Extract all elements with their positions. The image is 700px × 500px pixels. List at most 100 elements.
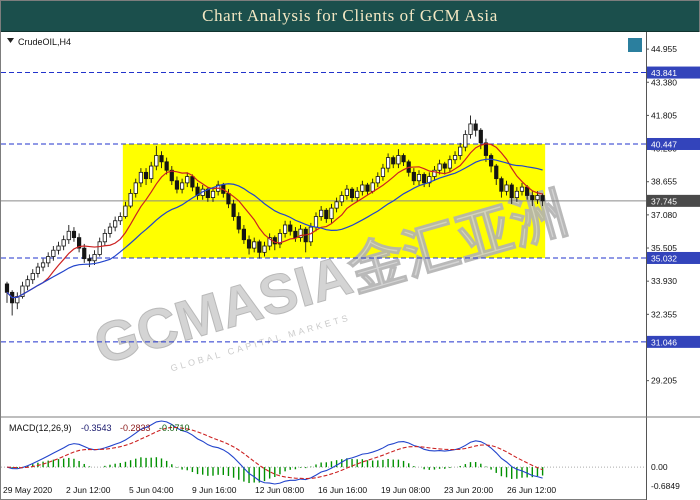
candle-body <box>340 196 343 202</box>
candle-body <box>98 242 101 255</box>
candle-body <box>283 225 286 233</box>
candle-body <box>289 225 292 231</box>
candle-body <box>247 240 250 248</box>
candle-body <box>381 168 384 176</box>
candle-body <box>525 187 528 195</box>
candle-body <box>484 143 487 156</box>
candle-body <box>119 217 122 221</box>
candle-body <box>402 156 405 162</box>
candle-body <box>361 185 364 191</box>
candle-body <box>520 187 523 191</box>
candle-body <box>350 189 353 197</box>
candle-body <box>180 183 183 189</box>
candle-body <box>412 172 415 180</box>
candle-body <box>52 250 55 256</box>
time-label: 29 May 2020 <box>3 485 52 495</box>
macd-value-signal: -0.2833 <box>120 423 151 433</box>
candle-body <box>345 189 348 195</box>
candle-body <box>67 231 70 239</box>
macd-label: MACD(12,26,9) <box>9 423 72 433</box>
candle-body <box>294 231 297 237</box>
candle-body <box>459 147 462 155</box>
price-tick-label: 35.505 <box>651 243 677 253</box>
candle-body <box>474 124 477 130</box>
candle-body <box>175 181 178 189</box>
candle-body <box>26 280 29 286</box>
candle-body <box>510 185 513 198</box>
symbol-collapse-icon[interactable] <box>7 38 14 43</box>
price-badge-label: 35.032 <box>651 253 677 263</box>
candle-body <box>144 172 147 178</box>
candle-body <box>330 208 333 219</box>
price-badge-label: 43.841 <box>651 68 677 78</box>
candle-body <box>253 242 256 248</box>
candle-body <box>31 273 34 279</box>
macd-scale-zero: 0.00 <box>651 462 668 472</box>
candle-body <box>88 259 91 261</box>
corner-logo-square <box>628 38 642 52</box>
candle-body <box>356 191 359 197</box>
candle-body <box>376 177 379 183</box>
time-axis[interactable]: 29 May 20202 Jun 12:005 Jun 04:009 Jun 1… <box>3 485 556 495</box>
candle-body <box>464 134 467 147</box>
candle-body <box>453 156 456 160</box>
time-label: 5 Jun 04:00 <box>129 485 174 495</box>
candle-body <box>479 130 482 143</box>
candle-body <box>263 246 266 252</box>
candle-body <box>258 242 261 253</box>
chart-window: Chart Analysis for Clients of GCM Asia G… <box>0 0 700 500</box>
price-badge-label: 40.447 <box>651 139 677 149</box>
candle-body <box>150 166 153 179</box>
time-label: 16 Jun 16:00 <box>318 485 367 495</box>
candle-body <box>314 217 317 228</box>
header-banner: Chart Analysis for Clients of GCM Asia <box>1 1 699 32</box>
candle-body <box>397 156 400 164</box>
time-label: 19 Jun 08:00 <box>381 485 430 495</box>
candle-body <box>371 183 374 191</box>
candle-body <box>36 267 39 273</box>
candle-body <box>160 156 163 162</box>
candle-body <box>103 233 106 241</box>
candle-body <box>386 158 389 169</box>
candle-body <box>417 174 420 180</box>
candle-body <box>505 185 508 191</box>
candle-body <box>237 217 240 230</box>
price-tick-label: 43.380 <box>651 77 677 87</box>
candle-body <box>129 193 132 206</box>
candle-body <box>242 229 245 240</box>
time-label: 23 Jun 20:00 <box>444 485 493 495</box>
candle-body <box>211 191 214 197</box>
symbol-label: CrudeOIL,H4 <box>18 37 71 47</box>
price-axis[interactable]: 44.95543.38041.80540.23038.65537.08035.5… <box>646 32 700 500</box>
candle-body <box>139 172 142 183</box>
candle-body <box>5 284 8 292</box>
time-label: 12 Jun 08:00 <box>255 485 304 495</box>
candle-body <box>325 210 328 218</box>
candle-body <box>500 179 503 192</box>
candle-body <box>541 196 544 201</box>
candle-body <box>443 164 446 168</box>
candle-body <box>93 254 96 260</box>
candle-body <box>495 166 498 179</box>
candle-body <box>232 204 235 217</box>
candle-body <box>319 210 322 216</box>
time-label: 26 Jun 12:00 <box>507 485 556 495</box>
macd-value-hist: -0.0710 <box>159 423 190 433</box>
candle-body <box>165 162 168 170</box>
candle-body <box>124 206 127 217</box>
price-tick-label: 38.655 <box>651 177 677 187</box>
candle-body <box>536 196 539 200</box>
macd-value-main: -0.3543 <box>81 423 112 433</box>
candle-body <box>47 257 50 263</box>
candle-body <box>108 227 111 233</box>
price-badge-label: 37.745 <box>651 196 677 206</box>
candle-body <box>83 248 86 259</box>
price-badge-label: 31.046 <box>651 337 677 347</box>
candle-body <box>422 174 425 182</box>
candle-body <box>469 124 472 135</box>
candle-body <box>392 158 395 164</box>
time-label: 2 Jun 12:00 <box>66 485 111 495</box>
candle-body <box>366 185 369 191</box>
candle-body <box>134 183 137 194</box>
chart-area[interactable]: GCMASIA金汇亚洲 GLOBAL CAPITAL MARKETS 44.95… <box>1 32 700 500</box>
